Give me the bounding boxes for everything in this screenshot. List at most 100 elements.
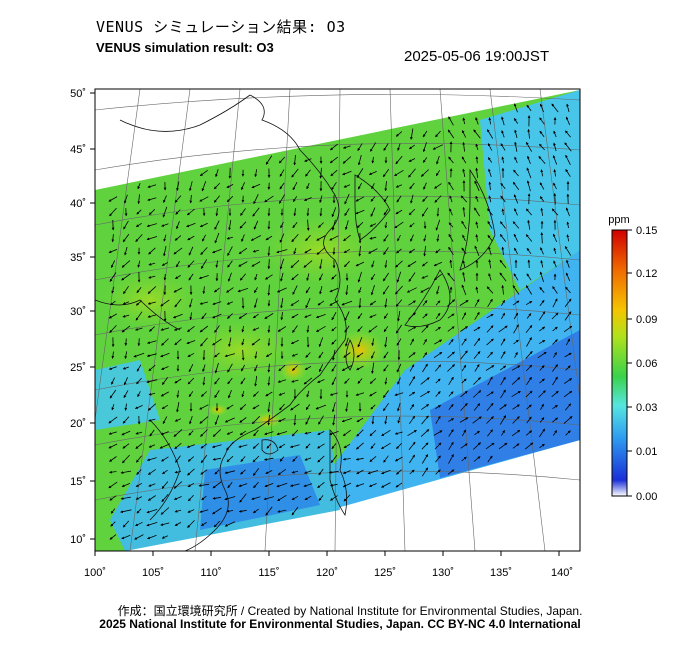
wind-arrow — [291, 495, 299, 501]
wind-arrow — [552, 233, 558, 243]
wind-arrow — [459, 300, 469, 306]
wind-arrow — [473, 456, 481, 462]
wind-arrow — [238, 483, 248, 487]
wind-arrow — [254, 169, 258, 178]
wind-arrow — [462, 206, 466, 217]
wind-arrow — [238, 261, 248, 267]
wind-arrow — [199, 416, 209, 424]
wind-arrow — [565, 430, 571, 436]
wind-arrow — [434, 339, 443, 345]
wind-arrow — [448, 116, 454, 126]
wind-arrow — [136, 364, 142, 372]
wind-arrow — [306, 325, 310, 333]
wind-arrow — [500, 221, 506, 229]
wind-arrow — [175, 275, 181, 279]
wind-arrow — [473, 442, 481, 450]
wind-arrow — [501, 246, 505, 255]
wind-arrow — [163, 195, 167, 203]
wind-arrow — [500, 182, 506, 190]
wind-arrow — [384, 260, 388, 269]
wind-arrow — [421, 325, 429, 333]
wind-arrow — [276, 287, 287, 293]
wind-arrow — [475, 156, 479, 164]
wind-arrow — [448, 376, 454, 386]
wind-arrow — [553, 247, 557, 255]
wind-arrow — [447, 351, 455, 359]
wind-arrow — [174, 522, 182, 526]
wind-arrow — [214, 287, 220, 293]
wind-arrow — [448, 403, 454, 410]
wind-arrow — [176, 181, 180, 192]
wind-arrow — [147, 340, 157, 344]
wind-arrow — [384, 221, 388, 229]
wind-arrow — [200, 429, 208, 437]
wind-arrow — [356, 352, 364, 358]
wind-arrow — [174, 195, 182, 203]
wind-arrow — [488, 168, 492, 178]
wind-arrow — [512, 181, 520, 191]
title-en: VENUS simulation result: O3 — [96, 40, 274, 55]
wind-arrow — [383, 143, 389, 151]
wind-arrow — [342, 457, 351, 461]
wind-arrow — [330, 495, 338, 501]
wind-arrow — [239, 430, 247, 436]
title-jp: VENUS シミュレーション結果: O3 — [96, 18, 346, 36]
lon-label: 110˚ — [200, 567, 221, 579]
wind-arrow — [267, 259, 271, 270]
wind-arrow — [148, 364, 156, 372]
wind-arrow — [290, 483, 300, 487]
wind-arrow — [198, 483, 210, 487]
wind-arrow — [343, 443, 351, 449]
wind-arrow — [540, 247, 544, 255]
wind-arrow — [384, 415, 388, 425]
wind-arrow — [448, 429, 454, 437]
wind-arrow — [120, 470, 132, 474]
wind-arrow — [214, 325, 220, 333]
wind-arrow — [277, 379, 287, 383]
wind-arrow — [163, 246, 167, 257]
wind-arrow — [293, 154, 297, 166]
wind-arrow — [251, 338, 261, 346]
wind-arrow — [291, 379, 299, 383]
wind-arrow — [355, 392, 365, 396]
wind-arrow — [215, 208, 219, 217]
wind-arrow — [408, 248, 416, 254]
wind-arrow — [304, 158, 312, 162]
wind-arrow — [474, 298, 480, 307]
wind-arrow — [122, 416, 130, 424]
wind-arrow — [278, 156, 286, 164]
wind-arrow — [135, 222, 142, 228]
wind-arrow — [408, 415, 416, 425]
wind-arrow — [488, 246, 492, 256]
wind-arrow — [395, 324, 403, 334]
wind-arrow — [382, 285, 390, 295]
wind-arrow — [252, 404, 260, 410]
wind-arrow — [315, 404, 327, 410]
wind-arrow — [329, 235, 339, 241]
wind-arrow — [291, 273, 299, 281]
wind-arrow — [278, 443, 286, 449]
wind-arrow — [305, 415, 311, 425]
wind-arrow — [397, 416, 401, 424]
wind-arrow — [330, 143, 338, 151]
wind-arrow — [135, 496, 143, 500]
wind-arrow — [356, 222, 364, 229]
wind-arrow — [434, 442, 442, 450]
wind-arrow — [344, 378, 350, 384]
wind-arrow — [212, 313, 222, 319]
wind-arrow — [174, 442, 182, 450]
wind-arrow — [292, 196, 298, 203]
wind-arrow — [564, 352, 572, 358]
wind-arrow — [357, 313, 363, 320]
wind-arrow — [331, 219, 336, 231]
wind-arrow — [173, 429, 183, 437]
wind-arrow — [474, 180, 480, 192]
wind-arrow — [486, 129, 494, 139]
wind-arrow — [395, 299, 403, 307]
wind-arrow — [540, 169, 544, 177]
wind-arrow — [254, 273, 258, 281]
wind-arrow — [384, 377, 388, 385]
wind-arrow — [146, 353, 157, 357]
wind-arrow — [124, 377, 128, 386]
wind-arrow — [226, 195, 234, 203]
